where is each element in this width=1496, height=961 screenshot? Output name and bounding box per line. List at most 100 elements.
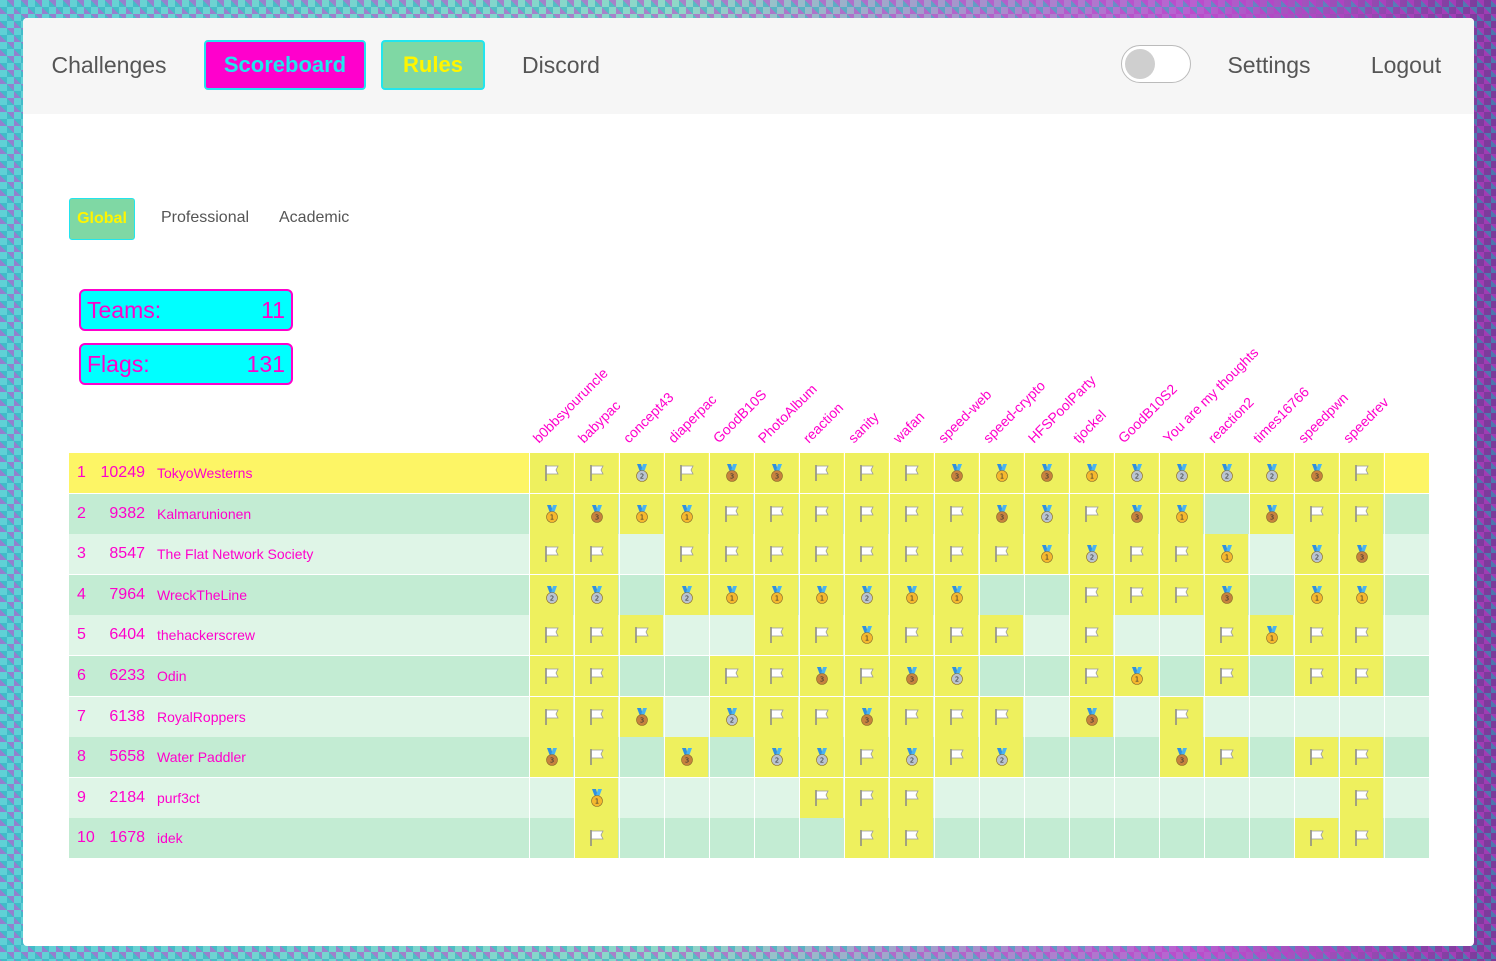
solve-cell[interactable]: 1: [1159, 493, 1203, 534]
solve-cell[interactable]: [1204, 656, 1248, 696]
solve-cell[interactable]: [529, 696, 573, 737]
solve-cell[interactable]: [529, 534, 573, 575]
solve-cell[interactable]: 3: [1024, 453, 1068, 493]
solve-cell[interactable]: [1159, 696, 1203, 737]
solve-cell[interactable]: 3: [1249, 493, 1293, 534]
team-name-link[interactable]: TokyoWesterns: [157, 465, 253, 481]
solve-cell[interactable]: [1069, 574, 1113, 615]
solve-cell[interactable]: [934, 493, 978, 534]
solve-cell[interactable]: [889, 696, 933, 737]
solve-cell[interactable]: [1204, 615, 1248, 656]
solve-cell[interactable]: [889, 818, 933, 859]
solve-cell[interactable]: 2: [1069, 534, 1113, 575]
solve-cell[interactable]: [799, 493, 843, 534]
nav-settings[interactable]: Settings: [1227, 52, 1311, 78]
solve-cell[interactable]: [934, 615, 978, 656]
scoreboard-row[interactable]: 6 6233 Odin 3 3 2 1: [69, 656, 1429, 696]
solve-cell[interactable]: 1: [1114, 656, 1158, 696]
solve-cell[interactable]: 3: [1069, 696, 1113, 737]
scoreboard-row[interactable]: 8 5658 Water Paddler 3 3 2 2 2 2 3: [69, 737, 1429, 778]
solve-cell[interactable]: [889, 615, 933, 656]
challenge-header[interactable]: reaction: [800, 399, 847, 446]
team-name-link[interactable]: Water Paddler: [157, 749, 246, 766]
solve-cell[interactable]: 2: [1204, 453, 1248, 493]
solve-cell[interactable]: [844, 453, 888, 493]
solve-cell[interactable]: [1069, 493, 1113, 534]
solve-cell[interactable]: [574, 615, 618, 656]
solve-cell[interactable]: 2: [1249, 453, 1293, 493]
challenge-header[interactable]: diaperpac: [665, 391, 720, 446]
solve-cell[interactable]: 1: [1024, 534, 1068, 575]
solve-cell[interactable]: [1339, 493, 1383, 534]
tab-academic[interactable]: Academic: [279, 209, 350, 226]
team-name-link[interactable]: Kalmarunionen: [157, 505, 252, 522]
challenge-header[interactable]: GoodB10S: [710, 386, 770, 446]
solve-cell[interactable]: 3: [889, 656, 933, 696]
solve-cell[interactable]: 1: [1204, 534, 1248, 575]
solve-cell[interactable]: [889, 534, 933, 575]
solve-cell[interactable]: 1: [709, 574, 753, 615]
scoreboard-row[interactable]: 9 2184 purf3ct 1: [69, 777, 1429, 818]
tab-professional[interactable]: Professional: [161, 209, 250, 226]
solve-cell[interactable]: [529, 453, 573, 493]
solve-cell[interactable]: [844, 737, 888, 778]
solve-cell[interactable]: [574, 534, 618, 575]
solve-cell[interactable]: 1: [1069, 453, 1113, 493]
solve-cell[interactable]: 1: [1294, 574, 1338, 615]
solve-cell[interactable]: 2: [979, 737, 1023, 778]
challenge-header[interactable]: speedrev: [1340, 394, 1392, 446]
solve-cell[interactable]: [1294, 656, 1338, 696]
scoreboard-row[interactable]: 4 7964 WreckTheLine 2 2 2 1 1 1 2 1 1 3 1 1: [69, 574, 1429, 615]
solve-cell[interactable]: [1339, 777, 1383, 818]
solve-cell[interactable]: [1114, 534, 1158, 575]
solve-cell[interactable]: [529, 615, 573, 656]
solve-cell[interactable]: [574, 737, 618, 778]
solve-cell[interactable]: [934, 696, 978, 737]
solve-cell[interactable]: 2: [619, 453, 663, 493]
solve-cell[interactable]: 3: [844, 696, 888, 737]
solve-cell[interactable]: 3: [1294, 453, 1338, 493]
challenge-header[interactable]: times16766: [1250, 383, 1313, 446]
solve-cell[interactable]: [709, 534, 753, 575]
solve-cell[interactable]: [844, 534, 888, 575]
solve-cell[interactable]: [799, 615, 843, 656]
solve-cell[interactable]: [889, 453, 933, 493]
solve-cell[interactable]: [754, 534, 798, 575]
challenge-header[interactable]: concept43: [620, 389, 677, 446]
nav-rules-button[interactable]: Rules: [381, 40, 485, 90]
team-name-link[interactable]: Odin: [157, 668, 187, 684]
solve-cell[interactable]: [1339, 615, 1383, 656]
solve-cell[interactable]: [709, 493, 753, 534]
solve-cell[interactable]: [1294, 493, 1338, 534]
solve-cell[interactable]: 3: [1114, 493, 1158, 534]
solve-cell[interactable]: [844, 818, 888, 859]
solve-cell[interactable]: [1339, 737, 1383, 778]
solve-cell[interactable]: 2: [664, 574, 708, 615]
challenge-header[interactable]: speed-crypto: [980, 377, 1049, 446]
solve-cell[interactable]: 1: [979, 453, 1023, 493]
solve-cell[interactable]: [934, 534, 978, 575]
challenge-header[interactable]: sanity: [845, 409, 882, 446]
challenge-header[interactable]: speedpwn: [1295, 390, 1351, 446]
solve-cell[interactable]: [889, 493, 933, 534]
solve-cell[interactable]: 3: [934, 453, 978, 493]
solve-cell[interactable]: [1294, 818, 1338, 859]
team-name-link[interactable]: WreckTheLine: [157, 586, 248, 603]
challenge-header[interactable]: PhotoAlbum: [755, 381, 820, 446]
solve-cell[interactable]: 1: [754, 574, 798, 615]
solve-cell[interactable]: 1: [844, 615, 888, 656]
scoreboard-row[interactable]: 2 9382 Kalmarunionen 1 3 1 1 3 2 3 1 3: [69, 493, 1429, 534]
solve-cell[interactable]: 1: [619, 493, 663, 534]
solve-cell[interactable]: [754, 493, 798, 534]
scoreboard-row[interactable]: 7 6138 RoyalRoppers 3 2 3 3: [69, 696, 1429, 737]
solve-cell[interactable]: [799, 534, 843, 575]
solve-cell[interactable]: [664, 453, 708, 493]
solve-cell[interactable]: 1: [1339, 574, 1383, 615]
solve-cell[interactable]: 3: [1159, 737, 1203, 778]
solve-cell[interactable]: [1114, 574, 1158, 615]
solve-cell[interactable]: 2: [1159, 453, 1203, 493]
solve-cell[interactable]: [1069, 615, 1113, 656]
challenge-header[interactable]: reaction2: [1205, 394, 1257, 446]
scoreboard-row[interactable]: 10 1678 idek: [69, 818, 1429, 859]
solve-cell[interactable]: [619, 615, 663, 656]
